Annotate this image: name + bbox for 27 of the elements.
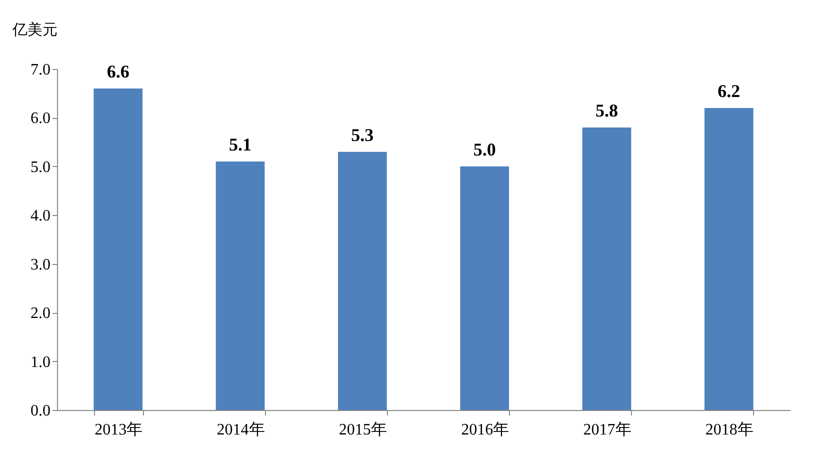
data-label: 6.6 <box>106 61 130 82</box>
bar <box>704 108 754 410</box>
y-tick-label: 5.0 <box>30 158 50 176</box>
x-tick-label: 2018年 <box>705 422 754 438</box>
y-tick-label: 7.0 <box>30 62 50 78</box>
y-tick-label: 1.0 <box>30 354 50 371</box>
data-label: 6.2 <box>718 80 740 101</box>
x-tick-label: 2016年 <box>461 422 510 438</box>
y-axis-title: 亿美元 <box>12 20 58 38</box>
data-label: 5.1 <box>229 134 252 155</box>
y-tick-label: 0.0 <box>30 402 50 420</box>
y-tick-label: 2.0 <box>30 305 50 322</box>
x-tick-label: 2013年 <box>94 422 143 438</box>
x-tick-label: 2017年 <box>583 422 632 438</box>
bar <box>460 166 510 410</box>
bar <box>338 152 387 410</box>
bar <box>94 88 143 410</box>
data-label: 5.0 <box>473 139 496 160</box>
y-tick-label: 6.0 <box>30 110 50 128</box>
bar <box>216 162 265 410</box>
x-tick-label: 2014年 <box>216 422 265 438</box>
data-label: 5.3 <box>351 124 374 145</box>
data-label: 5.8 <box>596 100 618 120</box>
bar <box>582 127 632 410</box>
x-tick-label: 2015年 <box>338 422 387 438</box>
y-tick-label: 3.0 <box>30 256 50 274</box>
y-tick-label: 4.0 <box>30 208 50 225</box>
